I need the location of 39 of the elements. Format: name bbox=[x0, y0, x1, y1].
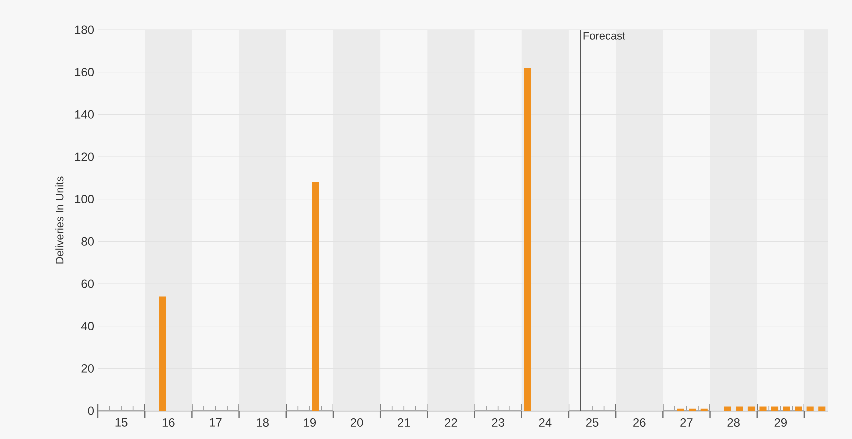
x-tick-label: 19 bbox=[304, 418, 316, 427]
bar bbox=[736, 406, 744, 411]
bar bbox=[724, 406, 732, 411]
x-tick-label: 29 bbox=[774, 418, 787, 427]
y-tick-label: 40 bbox=[81, 322, 94, 331]
y-axis-title: Deliveries In Units bbox=[56, 176, 64, 264]
bar bbox=[795, 406, 802, 411]
x-tick-label: 25 bbox=[586, 418, 599, 427]
y-tick-label: 120 bbox=[75, 152, 94, 162]
bar bbox=[818, 406, 826, 411]
x-tick-label: 23 bbox=[492, 418, 504, 427]
y-tick-label: 140 bbox=[75, 110, 94, 119]
bar bbox=[524, 68, 532, 411]
x-tick-label: 15 bbox=[116, 418, 128, 427]
x-tick-label: 21 bbox=[398, 418, 410, 427]
ref-line-label: Forecast bbox=[584, 32, 626, 40]
y-tick-label: 0 bbox=[88, 406, 94, 416]
bar bbox=[806, 406, 814, 411]
y-tick-label: 160 bbox=[75, 68, 94, 77]
y-tick-label: 60 bbox=[82, 280, 94, 288]
y-tick-label: 180 bbox=[75, 26, 94, 34]
x-tick-label: 17 bbox=[210, 418, 222, 427]
x-tick-label: 22 bbox=[445, 418, 458, 427]
x-tick-label: 28 bbox=[728, 418, 740, 427]
y-tick-label: 100 bbox=[75, 195, 94, 204]
x-tick-label: 26 bbox=[634, 418, 646, 427]
x-tick-label: 24 bbox=[539, 418, 552, 427]
bar bbox=[783, 406, 790, 411]
x-tick-label: 20 bbox=[350, 418, 364, 427]
bar bbox=[760, 406, 767, 411]
x-tick-label: 16 bbox=[162, 418, 175, 427]
y-tick-label: 80 bbox=[82, 237, 94, 246]
y-tick-label: 20 bbox=[82, 364, 94, 373]
bar bbox=[748, 406, 756, 411]
bar bbox=[771, 406, 779, 411]
x-tick-label: 27 bbox=[680, 418, 693, 427]
bar bbox=[312, 182, 320, 411]
x-tick-label: 18 bbox=[257, 418, 269, 427]
bar bbox=[159, 296, 166, 411]
